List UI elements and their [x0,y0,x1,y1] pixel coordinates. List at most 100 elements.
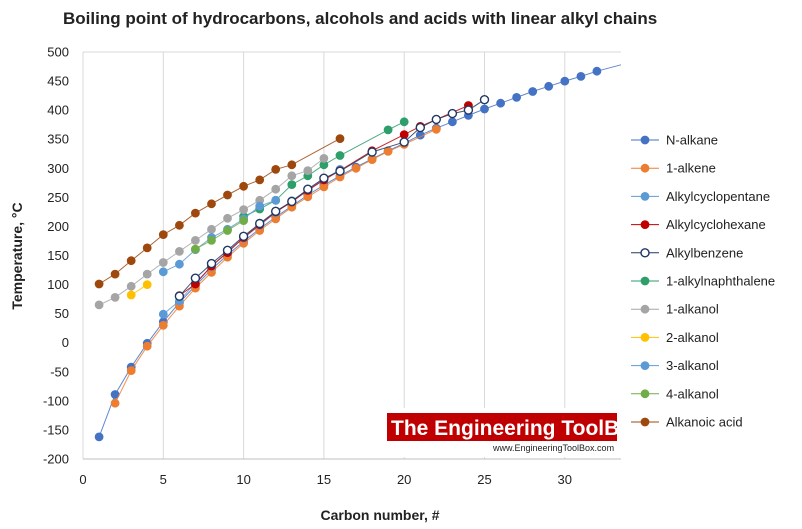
data-point [206,258,217,269]
legend-label: Alkylbenzene [666,245,743,260]
y-tick-label: -100 [43,393,69,408]
data-point [158,230,168,240]
watermark-banner [387,413,617,441]
series-group [126,280,152,300]
data-point [255,218,265,229]
data-point [271,164,281,174]
data-point [223,190,232,200]
y-tick-label: 100 [47,277,69,292]
y-tick-labels: -200 -150 -100 -50 0 50 100 150 200 250 300 350 400 4… [43,45,69,467]
data-point [110,269,120,279]
series-group [94,134,345,289]
data-point [142,341,152,351]
data-point [110,292,120,302]
y-tick-label: 150 [47,248,69,263]
x-tick-label: 25 [477,472,491,487]
data-point [399,137,409,147]
series-group [190,216,249,254]
data-point [447,117,457,127]
legend-item: 1-alkanol [631,302,719,317]
data-point [174,291,185,301]
legend-label: N-alkane [666,133,718,148]
data-point [319,173,329,183]
data-point [94,432,104,442]
legend-item: Alkylcyclohexane [631,217,766,232]
x-tick-label: 30 [558,472,572,487]
data-point [415,122,425,133]
data-point [174,259,184,269]
legend-item: Alkanoic acid [631,415,743,430]
data-point [223,226,232,235]
data-point [126,256,136,266]
legend: N-alkane 1-alkene Alkylcyclopentane Alkylcy… [631,133,775,430]
data-point [255,201,265,211]
legend-label: 1-alkylnaphthalene [666,274,775,289]
data-point [126,366,136,376]
legend-marker [640,276,650,286]
data-point [207,235,216,245]
data-point [463,105,474,115]
legend-marker [640,248,650,258]
legend-marker [640,220,650,230]
data-point [271,195,281,205]
data-point [287,171,297,181]
y-tick-label: -50 [50,364,69,379]
watermark-url: www.EngineeringToolBox.com [492,443,614,453]
data-point [287,160,297,170]
legend-marker [640,361,650,371]
data-point [560,76,570,86]
data-point [94,279,104,289]
legend-item: 1-alkene [631,161,716,176]
legend-item: 4-alkanol [631,386,719,401]
data-point [142,280,152,290]
data-point [158,309,168,319]
data-point [174,220,184,230]
x-tick-label: 0 [79,472,86,487]
y-tick-label: 300 [47,161,69,176]
x-axis-label: Carbon number, # [320,507,439,523]
legend-marker [640,191,650,201]
data-point [335,166,345,176]
legend-marker [640,163,650,173]
data-point [190,235,200,245]
legend-marker [640,417,650,427]
y-tick-label: -150 [43,422,69,437]
data-point [190,273,201,283]
legend-label: Alkylcyclopentane [666,189,770,204]
data-point [496,98,506,108]
data-point [592,66,602,76]
data-point [335,134,345,144]
data-point [223,213,232,223]
series-group [94,153,329,310]
y-tick-label: -200 [43,452,69,467]
grid [82,51,621,460]
x-tick-label: 5 [160,472,167,487]
data-point [480,104,489,114]
legend-item: N-alkane [631,133,718,148]
data-point [303,184,313,194]
y-tick-label: 450 [47,74,69,89]
data-point [239,205,249,215]
data-point [287,180,297,190]
data-point [110,398,120,408]
data-point [239,216,249,226]
y-tick-label: 250 [47,190,69,205]
y-tick-label: 0 [62,335,69,350]
data-point [367,147,377,157]
series-line [195,220,244,250]
x-tick-label: 20 [397,472,411,487]
data-point [142,269,152,279]
legend-label: Alkanoic acid [666,415,743,430]
data-point [335,151,345,160]
data-point [367,155,377,165]
data-point [383,146,393,156]
data-point [271,206,281,217]
data-point [238,231,249,242]
legend-label: Alkylcyclohexane [666,217,766,232]
data-point [207,199,216,209]
legend-marker [640,304,650,314]
data-point [174,246,184,256]
data-point [528,87,538,96]
data-point [94,300,104,310]
